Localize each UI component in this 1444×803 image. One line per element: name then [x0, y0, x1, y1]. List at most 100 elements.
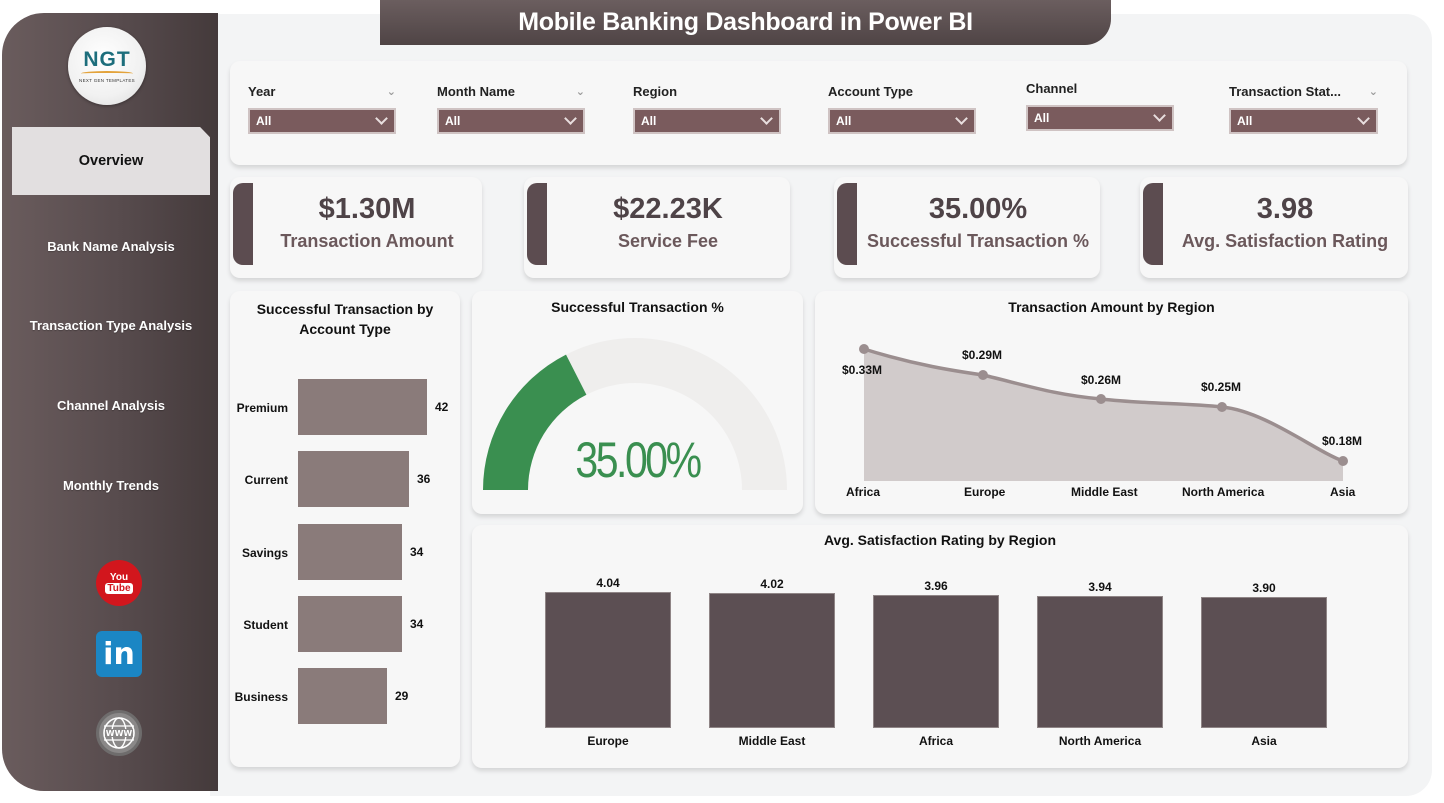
chevron-down-icon: [375, 112, 388, 125]
value-label: 3.96: [924, 579, 948, 593]
sidebar-item-transaction-type-analysis[interactable]: Transaction Type Analysis: [12, 305, 210, 345]
value-label: $0.26M: [1081, 373, 1122, 387]
chevron-down-icon: [1357, 112, 1370, 125]
year-dropdown[interactable]: All: [248, 108, 396, 134]
linkedin-text: in: [103, 636, 135, 672]
value-label: $0.33M: [842, 363, 883, 377]
category-label: North America: [1058, 734, 1142, 748]
chart-title: Successful Transaction %: [551, 299, 724, 315]
value-label: 4.02: [760, 577, 784, 591]
website-globe-icon[interactable]: WWW: [96, 710, 142, 756]
filter-label: Channel: [1026, 80, 1078, 96]
dropdown-value: All: [1034, 111, 1050, 125]
kpi-card-service-fee: $22.23K Service Fee: [524, 177, 790, 278]
category-label: Middle East: [1071, 485, 1138, 499]
chevron-down-icon[interactable]: ⌄: [575, 85, 585, 98]
sidebar-item-label: Transaction Type Analysis: [29, 317, 193, 333]
kpi-label: Service Fee: [617, 231, 719, 251]
bar-premium[interactable]: Premium 42: [230, 379, 470, 435]
value-label: 34: [410, 545, 424, 559]
chart-successful-transaction-gauge: Successful Transaction % 35.00%: [472, 291, 803, 514]
sidebar-item-label: Overview: [78, 153, 144, 169]
transaction-status-dropdown[interactable]: All: [1229, 108, 1378, 134]
category-label: Europe: [964, 485, 1006, 499]
kpi-accent-bar: [837, 183, 857, 265]
value-label: 36: [417, 472, 431, 486]
svg-text:WWW: WWW: [106, 729, 133, 738]
kpi-label: Transaction Amount: [280, 231, 454, 251]
bar[interactable]: [298, 379, 427, 435]
youtube-text: You: [109, 571, 129, 583]
ngt-logo[interactable]: NGT NEXT GEN TEMPLATES: [68, 27, 146, 105]
category-label: Premium: [236, 401, 288, 415]
bar[interactable]: [298, 668, 387, 724]
value-label: 29: [395, 689, 409, 703]
sidebar-item-bank-name-analysis[interactable]: Bank Name Analysis: [12, 226, 210, 266]
chart-successful-by-account-type: Successful Transaction by Account Type Pr…: [230, 291, 460, 767]
logo-subtext: NEXT GEN TEMPLATES: [79, 78, 135, 83]
sidebar-item-label: Bank Name Analysis: [47, 238, 175, 254]
bar[interactable]: [298, 524, 402, 580]
region-dropdown[interactable]: All: [633, 108, 781, 134]
chart-title: Avg. Satisfaction Rating by Region: [823, 532, 1057, 548]
area-plot[interactable]: [815, 291, 1408, 514]
value-label: 42: [435, 400, 449, 414]
bar-europe[interactable]: [545, 592, 671, 728]
title-banner: Mobile Banking Dashboard in Power BI: [380, 0, 1111, 45]
bar-savings[interactable]: Savings 34: [230, 524, 470, 580]
bar-middle-east[interactable]: [709, 593, 835, 728]
bar-north-america[interactable]: [1037, 596, 1163, 728]
filter-label: Region: [633, 83, 678, 99]
linkedin-icon[interactable]: in: [96, 631, 142, 677]
filter-channel: Channel All: [1026, 80, 1174, 131]
kpi-label: Avg. Satisfaction Rating: [1181, 231, 1389, 251]
bar-student[interactable]: Student 34: [230, 596, 470, 652]
dropdown-value: All: [1237, 114, 1253, 128]
gauge-value: 35.00%: [575, 432, 702, 488]
bar-asia[interactable]: [1201, 597, 1327, 728]
account-type-dropdown[interactable]: All: [828, 108, 976, 134]
youtube-text: Tube: [105, 582, 133, 594]
kpi-card-avg-satisfaction-rating: 3.98 Avg. Satisfaction Rating: [1140, 177, 1408, 278]
bar-current[interactable]: Current 36: [230, 451, 470, 507]
filter-label: Account Type: [828, 83, 913, 99]
sidebar-item-monthly-trends[interactable]: Monthly Trends: [12, 465, 210, 505]
gauge[interactable]: [472, 291, 803, 514]
kpi-value: $22.23K: [613, 193, 723, 225]
bar-africa[interactable]: [873, 595, 999, 728]
value-label: 34: [410, 617, 424, 631]
chevron-down-icon[interactable]: ⌄: [1368, 85, 1378, 98]
logo-text: NGT: [83, 48, 131, 71]
value-label: $0.25M: [1201, 380, 1242, 394]
youtube-icon[interactable]: You Tube: [96, 560, 142, 606]
bar[interactable]: [298, 596, 402, 652]
value-label: $0.29M: [962, 348, 1003, 362]
kpi-accent-bar: [1143, 183, 1163, 265]
category-label: Savings: [241, 546, 288, 560]
kpi-value: $1.30M: [318, 193, 416, 225]
bar-business[interactable]: Business 29: [230, 668, 470, 724]
category-label: Business: [234, 690, 288, 704]
value-label: 3.90: [1252, 581, 1276, 595]
chevron-down-icon: [760, 112, 773, 125]
channel-dropdown[interactable]: All: [1026, 105, 1174, 131]
sidebar-item-label: Monthly Trends: [62, 477, 160, 493]
sidebar: NGT NEXT GEN TEMPLATES Overview Bank Nam…: [2, 13, 218, 791]
globe-icon: WWW: [103, 717, 135, 749]
kpi-accent-bar: [233, 183, 253, 265]
bar[interactable]: [298, 451, 409, 507]
value-label: 3.94: [1088, 580, 1112, 594]
data-point: [1217, 402, 1227, 412]
chart-transaction-amount-by-region: Transaction Amount by Region $0.33M $0.2…: [815, 291, 1408, 514]
page-title: Mobile Banking Dashboard in Power BI: [518, 8, 973, 36]
month-name-dropdown[interactable]: All: [437, 108, 585, 134]
chevron-down-icon: [955, 112, 968, 125]
value-label: 4.04: [596, 576, 620, 590]
kpi-card-transaction-amount: $1.30M Transaction Amount: [230, 177, 482, 278]
chevron-down-icon: [1153, 109, 1166, 122]
filter-label: Month Name: [437, 83, 515, 99]
filter-label: Transaction Stat...: [1229, 83, 1341, 99]
sidebar-item-overview[interactable]: Overview: [12, 127, 210, 195]
sidebar-item-channel-analysis[interactable]: Channel Analysis: [12, 385, 210, 425]
chevron-down-icon[interactable]: ⌄: [386, 85, 396, 98]
